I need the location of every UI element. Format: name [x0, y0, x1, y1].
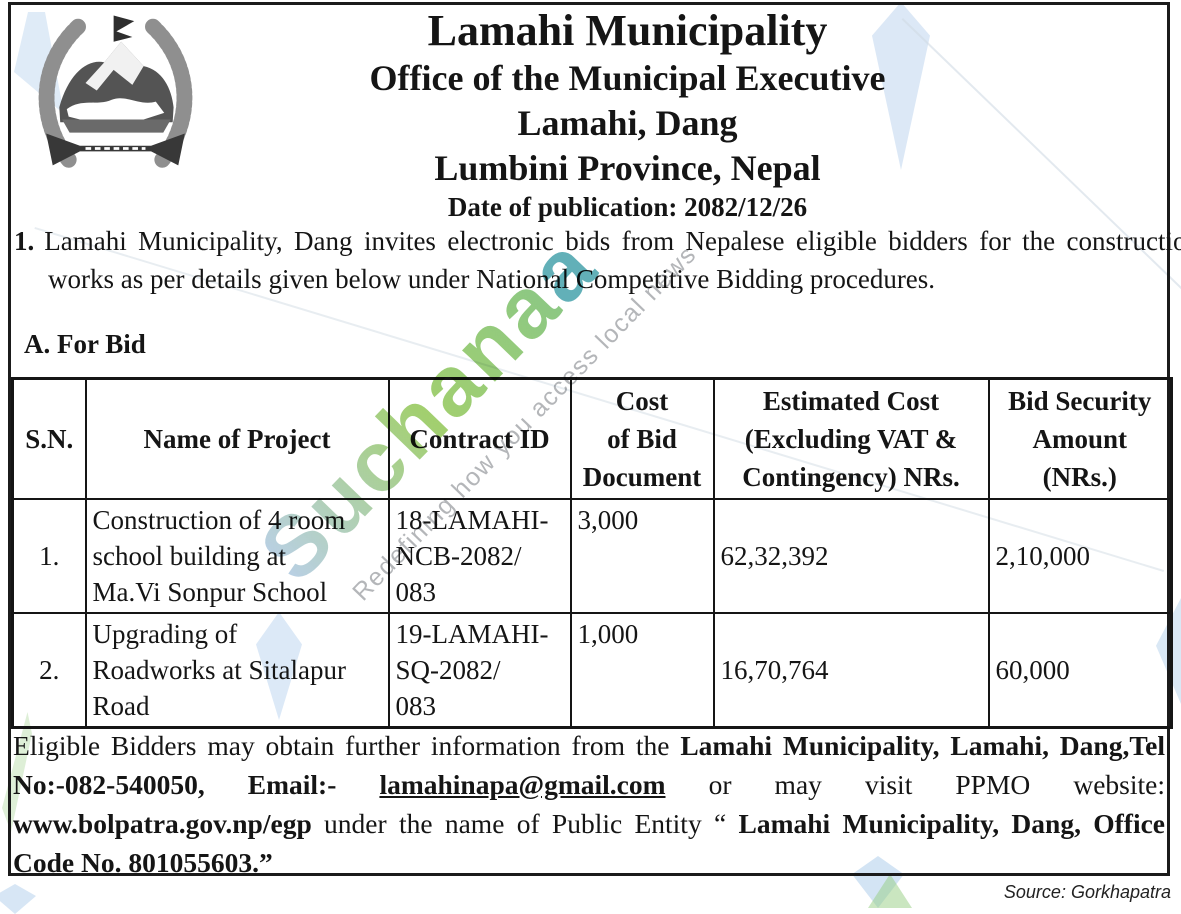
footer-text: under the name of Public Entity “: [311, 808, 739, 839]
section-label: A. For Bid: [24, 329, 146, 359]
bid-table: S.N. Name of Project Contract ID Cost of…: [11, 377, 1173, 729]
province-line: Lumbini Province, Nepal: [434, 148, 821, 188]
source-credit: Source: Gorkhapatra: [1003, 882, 1171, 902]
column-header-estimated: Estimated Cost (Excluding VAT & Continge…: [712, 377, 990, 500]
column-header-sn: S.N.: [11, 377, 87, 500]
table-header-row: S.N. Name of Project Contract ID Cost of…: [11, 377, 1173, 500]
cell-project-name: Construction of 4 room school building a…: [84, 498, 390, 614]
nepal-emblem-graphic: [38, 11, 193, 168]
notice-header: Lamahi Municipality Office of the Munici…: [90, 6, 1165, 223]
cell-bid-security: 60,000: [987, 612, 1173, 729]
table-row: 1. Construction of 4 room school buildin…: [11, 498, 1173, 614]
email-link: lamahinapa@gmail.com: [379, 769, 666, 800]
cell-bid-document-cost: 1,000: [569, 612, 715, 729]
cell-estimated-cost: 16,70,764: [712, 612, 990, 729]
column-header-name: Name of Project: [84, 377, 390, 500]
list-number: 1.: [14, 226, 35, 256]
cell-sn: 1.: [11, 498, 87, 614]
cell-estimated-cost: 62,32,392: [712, 498, 990, 614]
column-header-cost: Cost of Bid Document: [569, 377, 715, 500]
footer-text: Eligible Bidders may obtain further info…: [13, 730, 681, 761]
publication-date: Date of publication: 2082/12/26: [447, 192, 808, 222]
footer-text-bold: Lamahi Municipality, Dang, Office Code N…: [13, 808, 1165, 878]
nepal-emblem-logo: [28, 8, 203, 186]
table-row: 2. Upgrading of Roadworks at Sitalapur R…: [11, 612, 1173, 729]
cell-sn: 2.: [11, 612, 87, 729]
footer-text-bold: Lamahi Municipality, Lamahi, Dang,Tel No…: [13, 730, 1166, 800]
office-name: Office of the Municipal Executive: [369, 58, 886, 98]
column-header-security: Bid Security Amount (NRs.): [987, 377, 1173, 500]
cell-contract-id: 18-LAMAHI- NCB-2082/ 083: [387, 498, 572, 614]
office-location: Lamahi, Dang: [517, 103, 738, 143]
cell-project-name: Upgrading of Roadworks at Sitalapur Road: [84, 612, 390, 729]
footer-paragraph: Eligible Bidders may obtain further info…: [13, 726, 1165, 882]
cell-bid-security: 2,10,000: [987, 498, 1173, 614]
cell-contract-id: 19-LAMAHI- SQ-2082/ 083: [387, 612, 572, 729]
website-url: www.bolpatra.gov.np/egp: [13, 808, 312, 839]
cell-bid-document-cost: 3,000: [569, 498, 715, 614]
column-header-contract: Contract ID: [387, 377, 572, 500]
page-title: Lamahi Municipality: [427, 6, 828, 55]
intro-paragraph: 1. Lamahi Municipality, Dang invites elec…: [14, 222, 1181, 298]
intro-text: Lamahi Municipality, Dang invites electr…: [44, 226, 1181, 294]
footer-text: or may visit PPMO website:: [665, 769, 1165, 800]
watermark-kite-shape: [0, 884, 36, 914]
